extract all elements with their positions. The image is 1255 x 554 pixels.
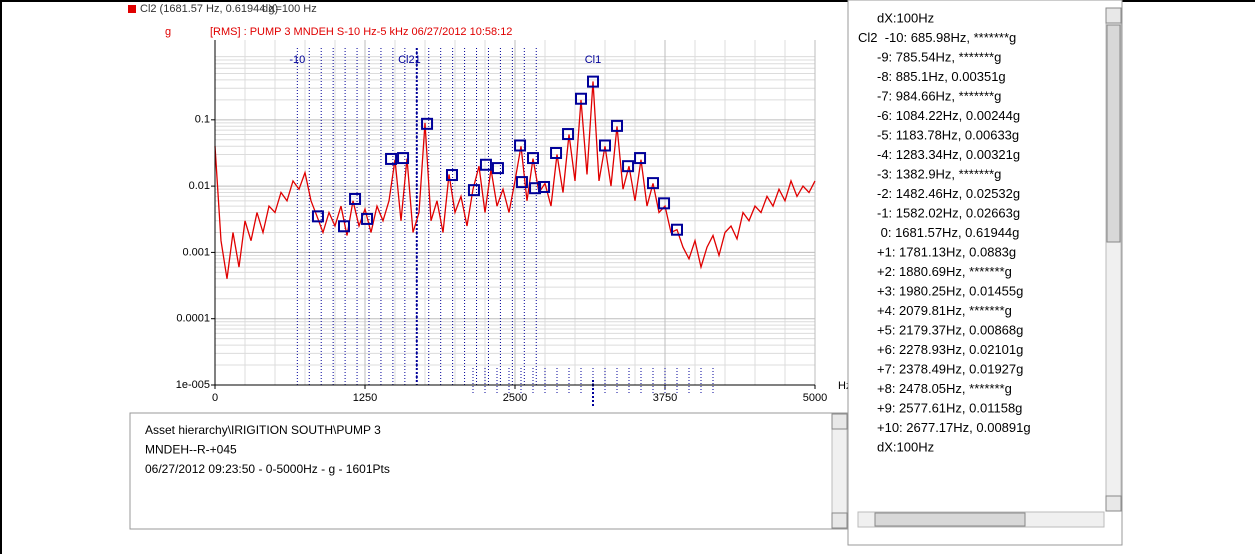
peak-marker bbox=[479, 158, 492, 171]
peak-marker bbox=[658, 197, 671, 210]
scroll-down[interactable] bbox=[831, 512, 848, 529]
list-row: +1: 1781.13Hz, 0.0883g bbox=[877, 244, 1016, 259]
list-row: -6: 1084.22Hz, 0.00244g bbox=[877, 108, 1020, 123]
peak-marker bbox=[562, 128, 575, 141]
peak-marker bbox=[514, 139, 527, 152]
list-row: Cl2 -10: 685.98Hz, *******g bbox=[858, 30, 1016, 45]
legend-swatch bbox=[128, 5, 136, 13]
cursor-dx: dX=100 Hz bbox=[262, 3, 317, 15]
list-row: +10: 2677.17Hz, 0.00891g bbox=[877, 420, 1031, 435]
list-row: -4: 1283.34Hz, 0.00321g bbox=[877, 147, 1020, 162]
peak-marker bbox=[491, 162, 504, 175]
list-row: dX:100Hz bbox=[877, 10, 934, 25]
x-tick-label: 0 bbox=[212, 392, 218, 404]
list-row: -7: 984.66Hz, *******g bbox=[877, 88, 1001, 103]
list-row: -5: 1183.78Hz, 0.00633g bbox=[877, 127, 1019, 142]
peak-marker bbox=[622, 160, 635, 173]
peak-marker bbox=[349, 192, 362, 205]
info-line: Asset hierarchy\IRIGITION SOUTH\PUMP 3 bbox=[145, 423, 381, 437]
peak-marker bbox=[550, 146, 563, 159]
x-tick-label: 5000 bbox=[803, 392, 827, 404]
peak-marker bbox=[467, 184, 480, 197]
x-tick-label: 1250 bbox=[353, 392, 377, 404]
peak-marker bbox=[599, 139, 611, 152]
list-row: +4: 2079.81Hz, *******g bbox=[877, 303, 1012, 318]
peak-marker bbox=[634, 152, 647, 165]
peak-marker bbox=[361, 212, 374, 225]
peak-marker bbox=[527, 152, 539, 165]
scroll-thumb[interactable] bbox=[1106, 24, 1121, 243]
y-tick-label: 0.001 bbox=[182, 246, 210, 258]
list-row: dX:100Hz bbox=[877, 439, 934, 454]
y-tick-label: 1e-005 bbox=[176, 379, 210, 391]
x-tick-label: 2500 bbox=[503, 392, 527, 404]
peak-marker bbox=[446, 169, 458, 182]
list-row: -3: 1382.9Hz, *******g bbox=[877, 166, 1001, 181]
cursor-label: Cl1 bbox=[585, 54, 602, 66]
info-line: 06/27/2012 09:23:50 - 0-5000Hz - g - 160… bbox=[145, 462, 390, 476]
peak-marker bbox=[338, 220, 350, 233]
y-tick-label: 0.1 bbox=[195, 114, 210, 126]
cursor-readout: Cl2 (1681.57 Hz, 0.61944 g) bbox=[140, 3, 278, 15]
list-row: +8: 2478.05Hz, *******g bbox=[877, 381, 1012, 396]
list-row: -8: 885.1Hz, 0.00351g bbox=[877, 69, 1006, 84]
peak-marker bbox=[515, 176, 528, 189]
scroll-up[interactable] bbox=[1105, 7, 1122, 24]
list-row: +2: 1880.69Hz, *******g bbox=[877, 264, 1012, 279]
cursor-label: -10 bbox=[289, 54, 305, 66]
peak-marker bbox=[575, 92, 587, 105]
y-unit: g bbox=[165, 26, 171, 38]
list-row: +3: 1980.25Hz, 0.01455g bbox=[877, 283, 1023, 298]
scroll-up[interactable] bbox=[831, 413, 848, 430]
y-tick-label: 0.0001 bbox=[176, 313, 210, 325]
list-row: -9: 785.54Hz, *******g bbox=[877, 49, 1001, 64]
list-row: -2: 1482.46Hz, 0.02532g bbox=[877, 186, 1020, 201]
cursor-label: Cl21 bbox=[398, 54, 421, 66]
scrollbar[interactable] bbox=[831, 413, 848, 529]
info-panel bbox=[129, 412, 849, 530]
h-scroll-thumb[interactable] bbox=[874, 512, 1026, 527]
list-row: -1: 1582.02Hz, 0.02663g bbox=[877, 205, 1020, 220]
scroll-down[interactable] bbox=[1105, 495, 1122, 512]
peak-marker bbox=[671, 223, 683, 236]
peak-marker bbox=[647, 177, 659, 190]
list-row: +9: 2577.61Hz, 0.01158g bbox=[877, 400, 1022, 415]
list-panel bbox=[847, 0, 1123, 546]
peak-marker bbox=[397, 152, 410, 165]
list-row: +7: 2378.49Hz, 0.01927g bbox=[877, 361, 1023, 376]
peak-marker bbox=[611, 119, 623, 132]
peak-marker bbox=[538, 180, 551, 193]
x-tick-label: 3750 bbox=[653, 392, 677, 404]
chart-subtitle: [RMS] : PUMP 3 MNDEH S-10 Hz-5 kHz 06/27… bbox=[210, 26, 512, 38]
y-tick-label: 0.01 bbox=[189, 180, 210, 192]
list-row: +6: 2278.93Hz, 0.02101g bbox=[877, 342, 1023, 357]
info-line: MNDEH--R-+045 bbox=[145, 443, 237, 457]
peak-marker bbox=[587, 75, 599, 88]
peak-marker bbox=[311, 210, 324, 223]
list-row: +5: 2179.37Hz, 0.00868g bbox=[877, 322, 1023, 337]
list-row: 0: 1681.57Hz, 0.61944g bbox=[877, 225, 1019, 240]
peak-marker bbox=[385, 152, 398, 165]
peak-marker bbox=[421, 117, 434, 130]
